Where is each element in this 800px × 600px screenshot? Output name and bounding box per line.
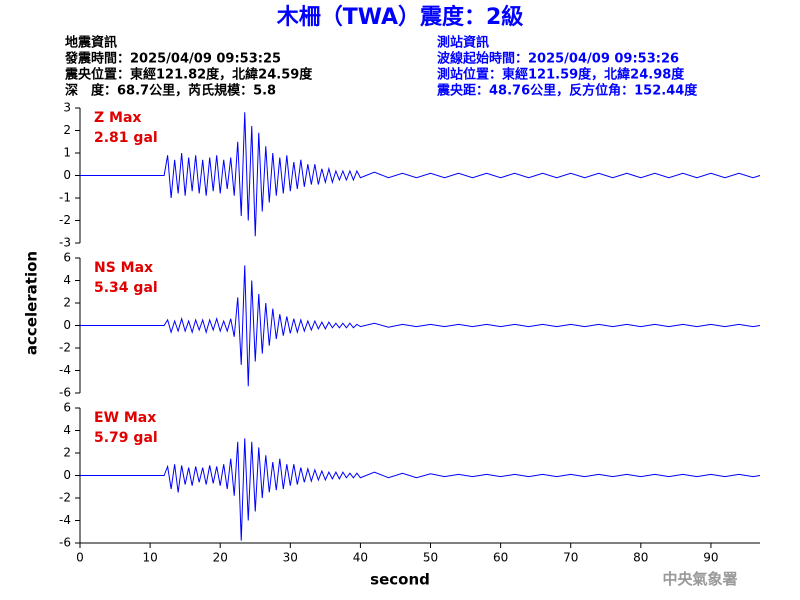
y-tick-label: -4 [59, 363, 71, 377]
x-tick-label: 20 [213, 551, 228, 565]
y-tick-label: 4 [63, 423, 71, 437]
y-tick-label: 2 [63, 296, 71, 310]
y-tick-label: -1 [59, 191, 71, 205]
x-axis-label: second [370, 571, 430, 589]
x-tick-label: 0 [76, 551, 84, 565]
footer: 中央氣象署 [662, 570, 737, 588]
y-axis-label: acceleration [23, 251, 41, 355]
max-label: 5.79 gal [94, 430, 158, 446]
info-line: 發震時間：2025/04/09 09:53:25 [64, 51, 281, 67]
y-tick-label: 4 [63, 273, 71, 287]
x-tick-label: 30 [283, 551, 298, 565]
info-line: 測站資訊 [437, 35, 489, 51]
waveform [80, 438, 761, 541]
x-tick-label: 90 [703, 551, 718, 565]
component-label: NS Max [94, 260, 153, 276]
y-tick-label: 0 [63, 318, 71, 332]
component-label: EW Max [94, 410, 156, 426]
x-tick-label: 50 [423, 551, 438, 565]
y-tick-label: -6 [59, 536, 71, 550]
y-tick-label: 0 [63, 468, 71, 482]
info-line: 波線起始時間：2025/04/09 09:53:26 [437, 51, 679, 67]
info-line: 地震資訊 [65, 35, 117, 51]
y-tick-label: -2 [59, 213, 71, 227]
y-tick-label: -4 [59, 513, 71, 527]
x-tick-label: 70 [563, 551, 578, 565]
info-line: 測站位置：東經121.59度，北緯24.98度 [437, 67, 685, 83]
y-tick-label: 1 [63, 146, 71, 160]
y-tick-label: 2 [63, 123, 71, 137]
component-label: Z Max [94, 110, 141, 126]
y-tick-label: 6 [63, 251, 71, 265]
info-line: 震央距：48.76公里，反方位角：152.44度 [436, 83, 698, 99]
title: 木柵（TWA）震度：2級 [276, 4, 524, 30]
y-tick-label: -6 [59, 386, 71, 400]
x-tick-label: 80 [633, 551, 648, 565]
max-label: 5.34 gal [94, 280, 158, 296]
info-line: 深 度：68.7公里，芮氏規模：5.8 [65, 83, 276, 99]
y-tick-label: -2 [59, 341, 71, 355]
station-info: 測站資訊 波線起始時間：2025/04/09 09:53:26 測站位置：東經1… [436, 35, 698, 99]
y-tick-label: 3 [63, 101, 71, 115]
y-tick-label: 0 [63, 168, 71, 182]
max-label: 2.81 gal [94, 130, 158, 146]
y-tick-label: -2 [59, 491, 71, 505]
x-tick-label: 10 [142, 551, 157, 565]
x-tick-label: 40 [353, 551, 368, 565]
waveform [80, 265, 761, 387]
y-tick-label: 6 [63, 401, 71, 415]
waveform [80, 112, 761, 237]
event-info: 地震資訊 發震時間：2025/04/09 09:53:25 震央位置：東經121… [64, 35, 313, 99]
y-tick-label: -3 [59, 236, 71, 250]
y-tick-label: 2 [63, 446, 71, 460]
info-line: 震央位置：東經121.82度，北緯24.59度 [64, 67, 313, 83]
x-tick-label: 60 [493, 551, 508, 565]
